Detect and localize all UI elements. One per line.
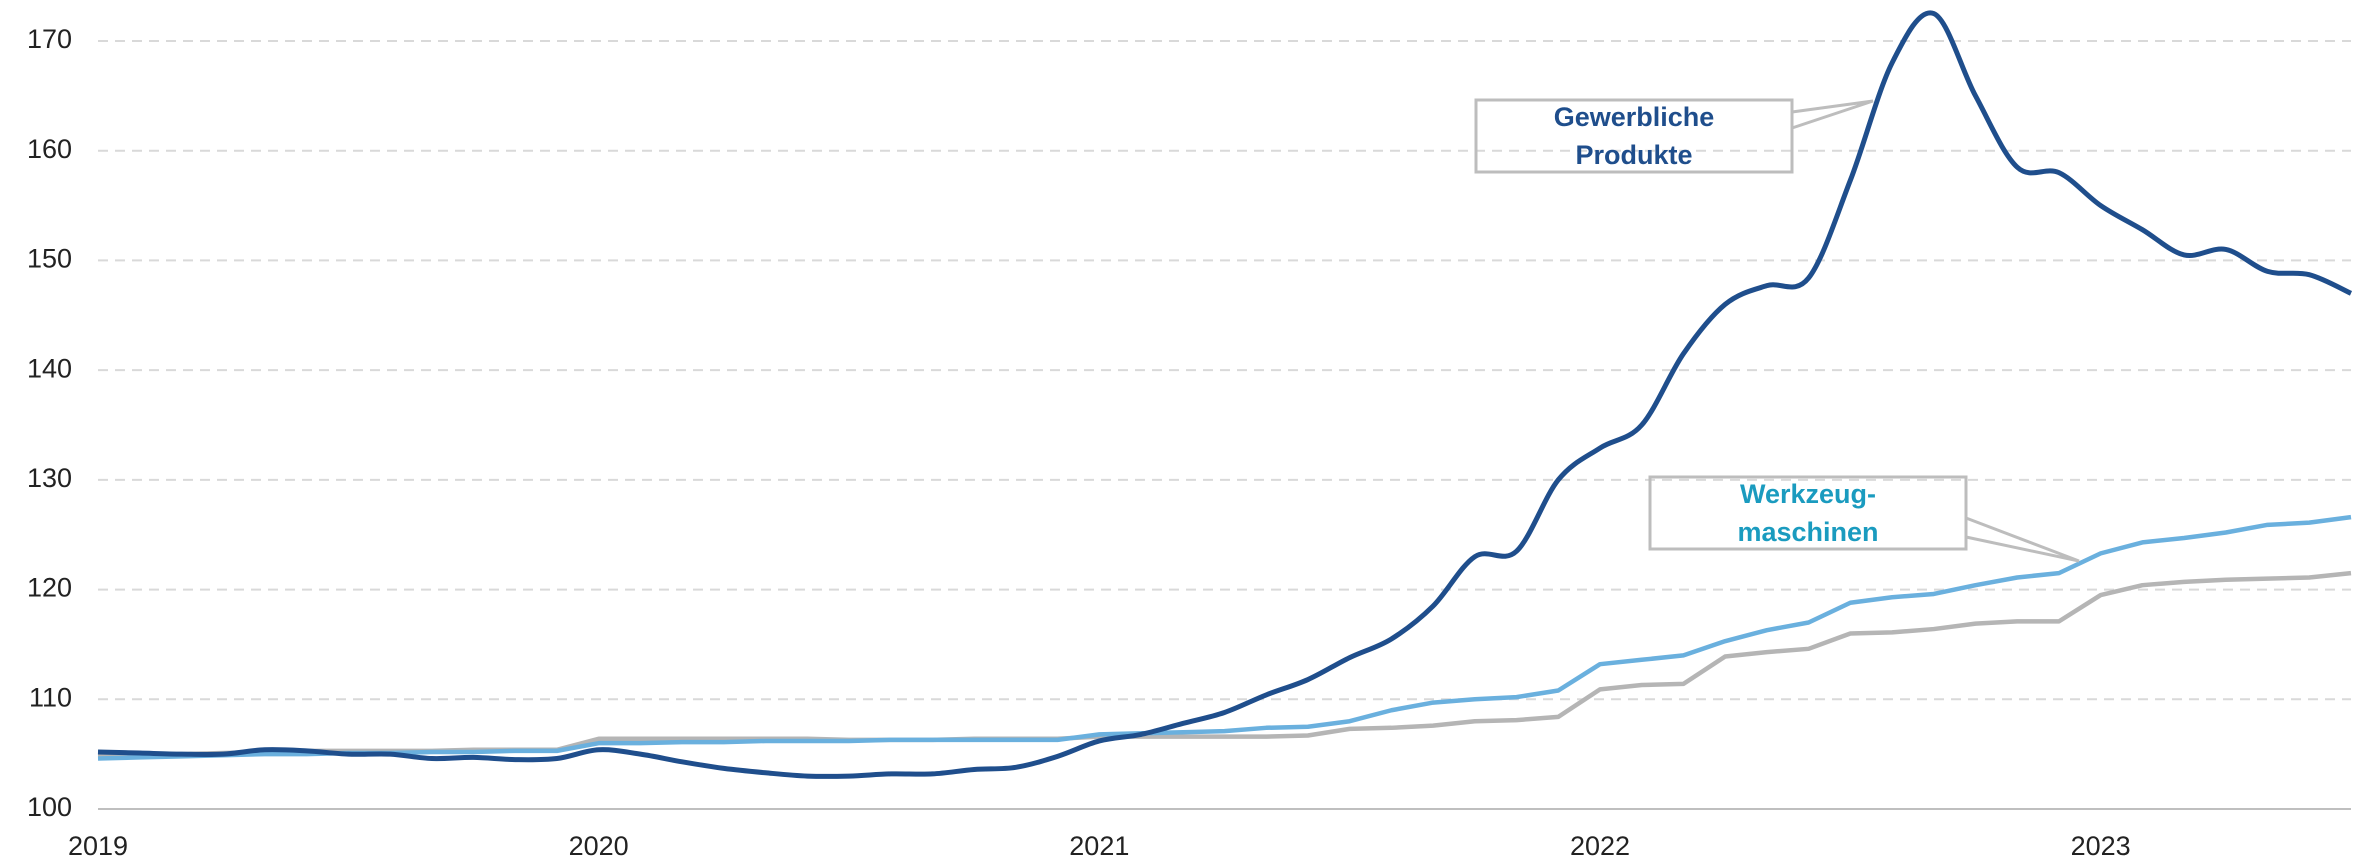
y-tick-label: 120 xyxy=(27,573,72,603)
y-tick-label: 160 xyxy=(27,134,72,164)
line xyxy=(97,10,2353,779)
x-tick-label: 2022 xyxy=(1570,831,1630,861)
x-tick-label: 2019 xyxy=(68,831,128,861)
y-tick-label: 130 xyxy=(27,463,72,493)
x-tick-label: 2023 xyxy=(2071,831,2131,861)
callout-label: Gewerbliche Produkte xyxy=(1553,102,1715,170)
callout-box xyxy=(1648,475,1968,551)
y-tick-label: 150 xyxy=(27,244,72,274)
y-tick-label: 100 xyxy=(27,792,72,822)
callout-label: Werkzeug-maschinen xyxy=(1737,479,1879,547)
x-tick-label: 2020 xyxy=(569,831,629,861)
callout-box xyxy=(1474,98,1794,174)
y-tick-label: 170 xyxy=(27,24,72,54)
line xyxy=(97,570,2352,758)
plot: 100 110 120 130 140 150 160 170 2019 2020 2021 2022… xyxy=(27,10,2353,861)
callout-frames xyxy=(1474,98,2080,563)
callout-leader xyxy=(1791,99,1874,130)
x-tick-label: 2021 xyxy=(1069,831,1129,861)
y-tick-label: 110 xyxy=(29,682,72,712)
callout-leader xyxy=(1965,516,2080,563)
line xyxy=(97,514,2352,761)
y-tick-label: 140 xyxy=(27,353,72,383)
